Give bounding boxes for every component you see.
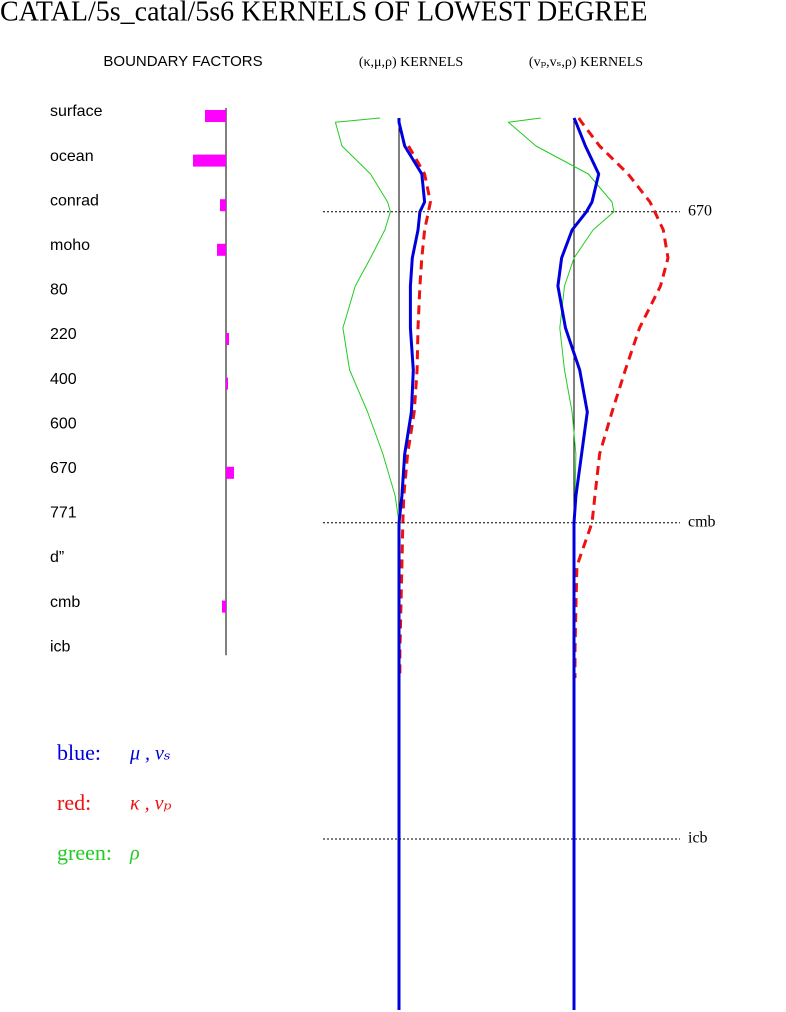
bar [226,377,228,390]
kernel-line [334,117,400,1010]
legend-label: blue: [57,740,101,765]
category-label: 670 [50,460,77,477]
category-label: icb [50,638,71,655]
kernel-line [397,118,427,1010]
kernel-line [573,117,670,678]
page-title: CATAL/5s_catal/5s6 KERNELS OF LOWEST DEG… [0,0,647,27]
kernel-line [398,145,432,678]
bar [193,154,226,167]
bar [217,243,226,256]
category-label: surface [50,103,103,120]
category-label: 80 [50,282,68,299]
legend-symbols: μ , vₛ [129,743,171,765]
legend-label: green: [57,840,112,865]
reference-label: 670 [688,202,712,219]
legend-symbols: ρ [129,843,140,865]
legend-label: red: [57,790,91,815]
category-label: d” [50,549,64,566]
category-label: 771 [50,505,77,522]
bar [226,333,229,345]
category-label: conrad [50,192,99,209]
category-label: 600 [50,415,77,432]
category-label: cmb [50,594,80,611]
reference-label: icb [688,830,708,847]
bar [226,466,234,479]
panel-title: (vₚ,vₛ,ρ) KERNELS [529,55,643,70]
bar [205,110,226,122]
bar [222,600,226,613]
category-label: 220 [50,326,77,343]
category-label: ocean [50,148,94,165]
kernel-line [556,117,601,1010]
reference-label: cmb [688,513,716,530]
category-label: 400 [50,371,77,388]
category-label: moho [50,237,90,254]
panel-title: (κ,μ,ρ) KERNELS [359,55,463,70]
panel-title: BOUNDARY FACTORS [103,53,262,70]
kernel-line [507,117,615,1010]
legend-symbols: κ , vₚ [130,793,171,815]
bar [220,199,226,212]
